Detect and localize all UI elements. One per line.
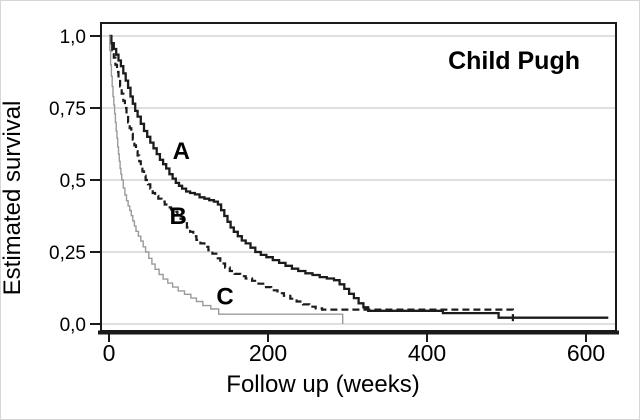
curve-A <box>109 34 609 319</box>
y-tick-label: 0,0 <box>60 315 86 336</box>
series-label-B: B <box>170 203 187 230</box>
x-tick-label: 0 <box>103 340 116 366</box>
curve-B <box>109 34 514 323</box>
y-axis-label: Estimated survival <box>1 101 26 296</box>
y-tick-label: 0,75 <box>49 99 86 120</box>
x-tick-label: 600 <box>567 340 605 366</box>
chart-layer: 1,0 0,75 0,5 0,25 0,0 0 200 400 600 A B C <box>49 22 619 366</box>
series-label-C: C <box>216 284 233 311</box>
curve-C <box>109 35 344 324</box>
series-label-A: A <box>173 138 190 165</box>
x-axis-label: Follow up (weeks) <box>226 371 419 398</box>
y-tick-label: 0,25 <box>49 243 86 264</box>
y-tick-label: 0,5 <box>60 171 86 192</box>
x-tick-label: 200 <box>249 340 287 366</box>
x-tick-label: 400 <box>408 340 446 366</box>
y-tick-label: 1,0 <box>60 27 86 48</box>
chart-title: Child Pugh <box>448 47 580 75</box>
